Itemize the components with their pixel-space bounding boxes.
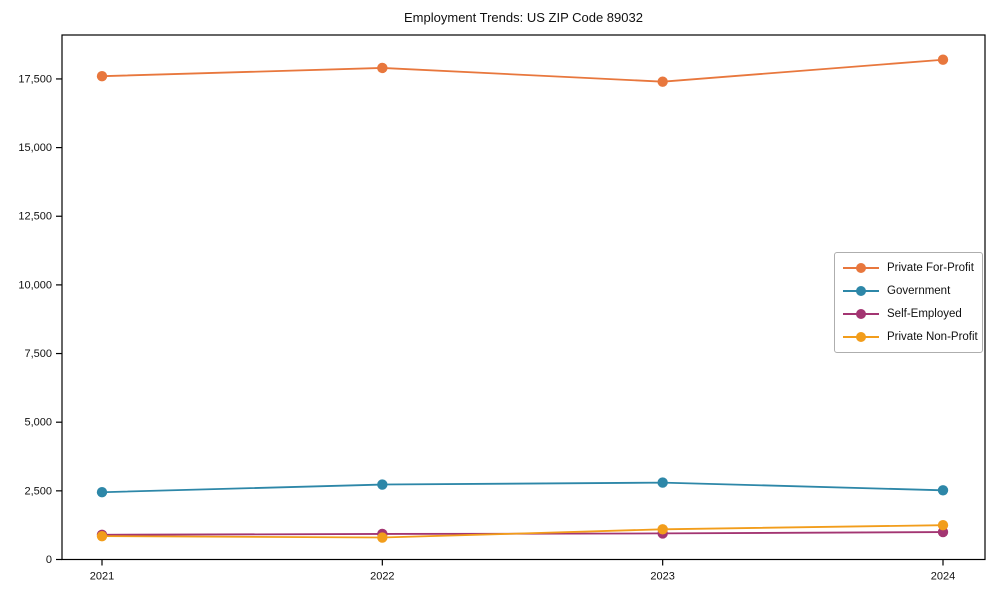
svg-text:2022: 2022 [370, 571, 394, 583]
line-marker-swatch [843, 262, 879, 274]
legend-item-private-for-profit: Private For-Profit [843, 259, 974, 277]
svg-text:12,500: 12,500 [18, 211, 52, 223]
legend-label: Government [887, 285, 951, 297]
legend-item-self-employed: Self-Employed [843, 305, 974, 323]
svg-text:2023: 2023 [650, 571, 674, 583]
svg-text:17,500: 17,500 [18, 73, 52, 85]
svg-text:2,500: 2,500 [24, 485, 52, 497]
legend-label: Private Non-Profit [887, 331, 978, 343]
legend-item-government: Government [843, 282, 974, 300]
legend-label: Private For-Profit [887, 262, 974, 274]
line-marker-swatch [843, 308, 879, 320]
svg-text:2024: 2024 [931, 571, 955, 583]
svg-text:15,000: 15,000 [18, 142, 52, 154]
svg-text:7,500: 7,500 [24, 348, 52, 360]
svg-text:2021: 2021 [90, 571, 114, 583]
line-marker-swatch [843, 285, 879, 297]
legend-box: Private For-Profit Government Self-Emplo… [834, 252, 983, 353]
legend-item-private-non-profit: Private Non-Profit [843, 328, 978, 346]
chart-title: Employment Trends: US ZIP Code 89032 [404, 10, 643, 25]
svg-text:0: 0 [46, 554, 52, 566]
svg-text:10,000: 10,000 [18, 279, 52, 291]
line-marker-swatch [843, 331, 879, 343]
legend-label: Self-Employed [887, 308, 962, 320]
svg-text:5,000: 5,000 [24, 417, 52, 429]
